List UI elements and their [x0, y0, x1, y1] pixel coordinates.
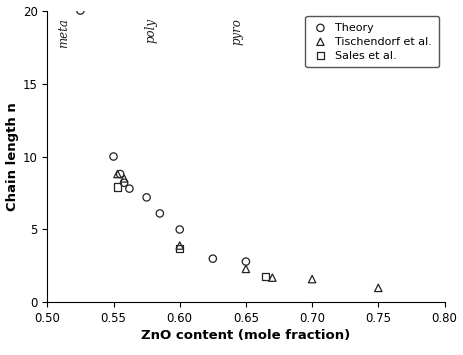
Theory	[120, 180, 128, 186]
Tischendorf et al.	[308, 276, 316, 282]
Text: meta: meta	[56, 18, 70, 48]
Tischendorf et al.	[120, 176, 128, 181]
Theory	[176, 226, 183, 232]
Text: pyro: pyro	[230, 18, 243, 45]
Legend: Theory, Tischendorf et al., Sales et al.: Theory, Tischendorf et al., Sales et al.	[306, 16, 439, 67]
Tischendorf et al.	[375, 285, 382, 291]
X-axis label: ZnO content (mole fraction): ZnO content (mole fraction)	[141, 329, 350, 342]
Tischendorf et al.	[242, 266, 250, 272]
Text: ortho: ortho	[335, 18, 348, 50]
Theory	[156, 211, 163, 216]
Sales et al.	[176, 246, 183, 251]
Tischendorf et al.	[176, 243, 183, 248]
Text: poly: poly	[144, 18, 157, 43]
Theory	[110, 154, 117, 159]
Sales et al.	[114, 184, 121, 190]
Theory	[77, 8, 84, 13]
Theory	[125, 186, 133, 191]
Theory	[143, 195, 150, 200]
Theory	[116, 171, 124, 177]
Y-axis label: Chain length n: Chain length n	[6, 102, 19, 211]
Tischendorf et al.	[114, 171, 121, 177]
Theory	[242, 259, 250, 264]
Theory	[209, 256, 217, 262]
Tischendorf et al.	[269, 275, 276, 280]
Sales et al.	[262, 273, 269, 279]
